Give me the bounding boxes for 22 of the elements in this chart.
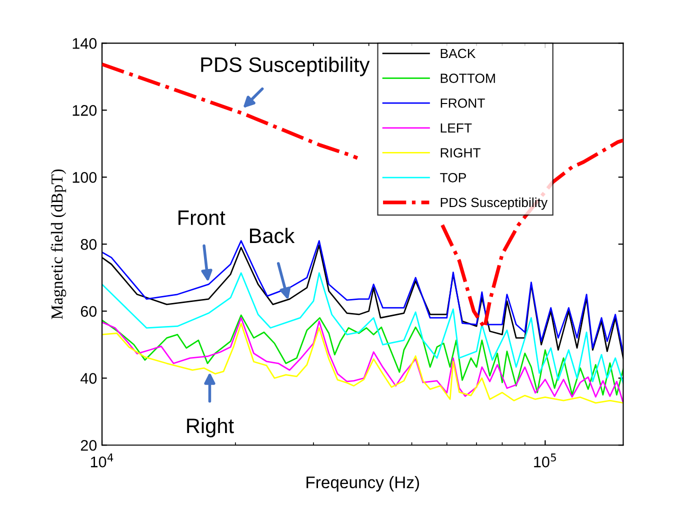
y-tick-label: 60 — [80, 306, 97, 317]
legend-label: TOP — [440, 172, 466, 182]
annotation: Back — [250, 228, 295, 244]
annotation: Front — [178, 210, 226, 226]
legend-label: FRONT — [440, 98, 485, 108]
y-tick-label: 80 — [80, 239, 97, 250]
legend-label: BACK — [440, 48, 476, 58]
legend-label: RIGHT — [440, 148, 481, 158]
x-tick-label: 10$^{4}$ — [90, 454, 114, 468]
legend-label: LEFT — [440, 123, 472, 133]
y-axis-title: Magnetic field (dBpT) — [50, 169, 66, 320]
x-tick-label: 10$^{5}$ — [534, 454, 556, 468]
annotation: Right — [187, 418, 234, 438]
y-tick-label: 20 — [80, 440, 97, 451]
y-tick-label: 120 — [72, 105, 97, 116]
x-axis-title: Freqeuncy (Hz) — [306, 476, 420, 492]
y-tick-label: 140 — [72, 38, 97, 49]
legend-label: BOTTOM — [440, 74, 495, 83]
legend-label: PDS Susceptibility — [440, 197, 548, 210]
y-tick-label: 40 — [80, 373, 97, 384]
y-tick-label: 100 — [72, 172, 97, 183]
annotation: PDS Susceptibility — [201, 56, 370, 76]
